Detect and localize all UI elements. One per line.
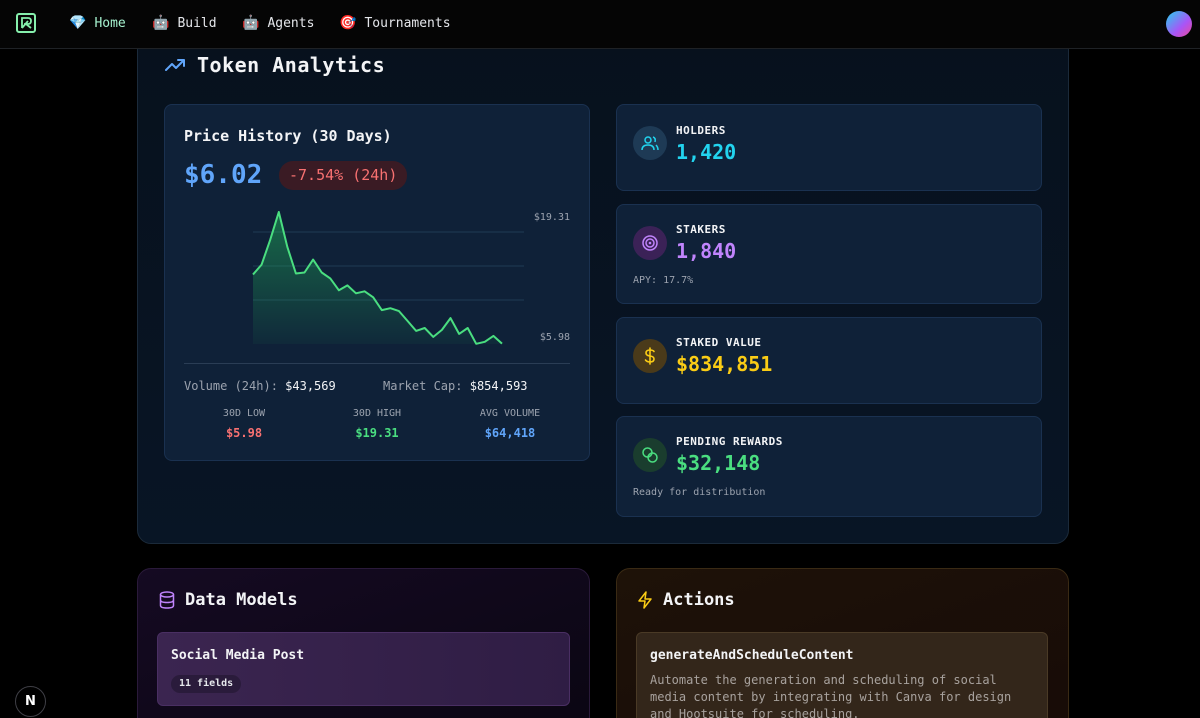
price-area: [253, 212, 502, 344]
data-models-heading: Data Models: [159, 590, 298, 610]
staked-value-label: STAKED VALUE: [676, 336, 762, 349]
coins-icon: [633, 438, 667, 472]
avatar[interactable]: [1166, 11, 1192, 37]
actions-heading: Actions: [637, 590, 735, 610]
holders-card: HOLDERS 1,420: [616, 104, 1042, 191]
staked-value-value: $834,851: [676, 352, 773, 376]
nav-build[interactable]: 🤖 Build: [152, 15, 217, 31]
price-chart: $19.31 $5.98: [252, 211, 570, 345]
actions-title: Actions: [663, 590, 735, 610]
data-model-item[interactable]: [157, 632, 570, 706]
nav-tournaments-label: Tournaments: [364, 15, 451, 31]
staked-value-card: STAKED VALUE $834,851: [616, 317, 1042, 404]
ytick-label-low: $5.98: [540, 332, 570, 343]
action-title: generateAndScheduleContent: [650, 648, 854, 663]
stakers-label: STAKERS: [676, 223, 726, 236]
action-item[interactable]: [636, 632, 1048, 718]
stakers-card: STAKERS 1,840 APY: 17.7%: [616, 204, 1042, 304]
nav-home[interactable]: 💎 Home: [69, 15, 126, 31]
market-cap-label: Market Cap:: [383, 379, 463, 393]
market-cap-value: $854,593: [469, 379, 528, 393]
pending-rewards-label: PENDING REWARDS: [676, 435, 783, 448]
nav-tournaments[interactable]: 🎯 Tournaments: [339, 15, 451, 31]
ytick-label-high: $19.31: [534, 212, 570, 223]
nav-agents-label: Agents: [267, 15, 315, 31]
stat-30d-high-value: $19.31: [355, 426, 399, 440]
price-line: [252, 211, 503, 345]
action-description: Automate the generation and scheduling o…: [650, 673, 1012, 718]
price-history-title: Price History (30 Days): [184, 127, 392, 145]
volume-label: Volume (24h):: [184, 379, 278, 393]
trending-up-icon: [165, 59, 185, 71]
gem-icon: 💎: [69, 15, 87, 31]
top-nav: 💎 Home 🤖 Build 🤖 Agents 🎯 Tournaments: [0, 0, 1200, 49]
robot-icon: 🤖: [152, 15, 170, 31]
target-icon: 🎯: [339, 15, 357, 31]
stakers-apy: APY: 17.7%: [633, 275, 694, 286]
data-models-title: Data Models: [185, 590, 298, 610]
dollar-icon: [633, 339, 667, 373]
holders-value: 1,420: [676, 140, 737, 164]
current-price: $6.02: [184, 160, 263, 190]
stat-30d-low-value: $5.98: [225, 426, 263, 440]
logo-icon[interactable]: [16, 13, 36, 33]
users-icon: [633, 126, 667, 160]
holders-label: HOLDERS: [676, 124, 726, 137]
stat-30d-low-label: 30D LOW: [222, 408, 266, 419]
data-model-title: Social Media Post: [171, 648, 305, 663]
pending-rewards-card: PENDING REWARDS $32,148 Ready for distri…: [616, 416, 1042, 517]
target-icon: [633, 226, 667, 260]
stat-30d-high-label: 30D HIGH: [352, 408, 402, 419]
robot-icon: 🤖: [242, 15, 260, 31]
nav-agents[interactable]: 🤖 Agents: [242, 15, 314, 31]
volume-value: $43,569: [285, 379, 336, 393]
price-change-badge: -7.54% (24h): [279, 161, 408, 190]
volume-24h: Volume (24h): $43,569: [184, 379, 336, 393]
pending-rewards-value: $32,148: [676, 451, 761, 475]
nextjs-badge[interactable]: N: [15, 686, 46, 717]
token-analytics-title: Token Analytics: [197, 53, 386, 77]
stakers-value: 1,840: [676, 239, 737, 263]
pending-rewards-sub: Ready for distribution: [633, 487, 766, 498]
stat-avg-volume-value: $64,418: [484, 426, 536, 440]
market-cap: Market Cap: $854,593: [383, 379, 528, 393]
lightning-icon: [638, 591, 652, 609]
database-icon: [159, 591, 175, 609]
nav-build-label: Build: [177, 15, 217, 31]
nav-home-label: Home: [94, 15, 126, 31]
fields-badge: 11 fields: [171, 675, 242, 693]
token-analytics-heading: Token Analytics: [165, 53, 385, 77]
stat-avg-volume-label: AVG VOLUME: [479, 408, 541, 419]
divider: [184, 363, 570, 364]
